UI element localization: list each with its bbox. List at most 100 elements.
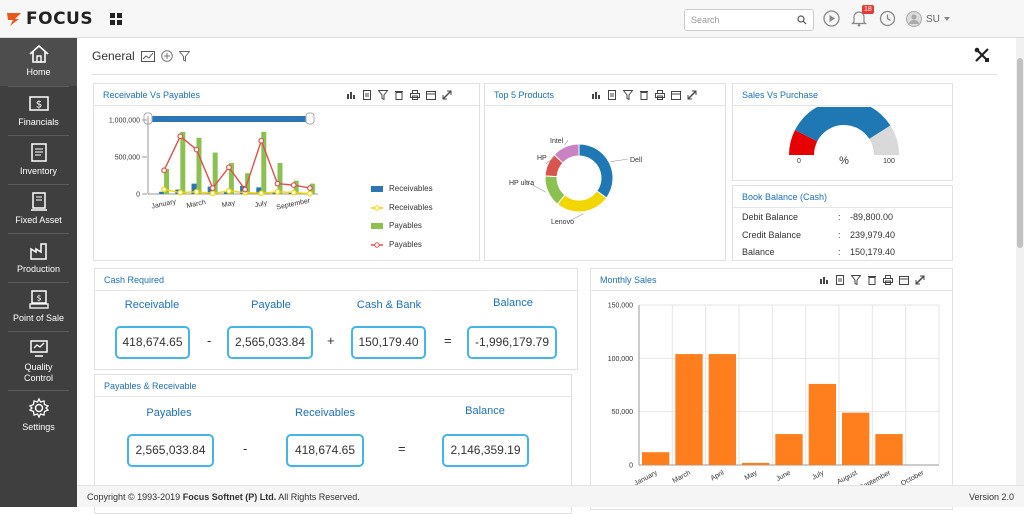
legend-item[interactable]: Receivables [371, 203, 433, 212]
calendar-icon[interactable] [426, 90, 436, 100]
calc-label: Payables [146, 407, 192, 419]
legend-item[interactable]: Receivables [371, 184, 433, 193]
series-line [163, 188, 310, 195]
bar [742, 462, 770, 465]
svg-text:$: $ [35, 100, 41, 111]
user-menu[interactable]: SU [906, 11, 950, 27]
balance-value: 2,146,359.19 [442, 434, 529, 467]
trash-icon[interactable] [394, 90, 404, 100]
financials-icon: $ [28, 96, 49, 111]
calendar-icon[interactable] [671, 90, 681, 100]
expand-icon[interactable] [687, 90, 697, 100]
sidebar-item-quality-control[interactable]: Quality Control [0, 332, 77, 390]
sidebar-item-label: Fixed Asset [15, 215, 62, 225]
app-logo[interactable]: FOCUS [6, 8, 93, 30]
search-input[interactable]: Search [684, 9, 814, 31]
trend-chart-icon[interactable] [140, 50, 155, 62]
bar [261, 131, 267, 194]
panel-title: Receivable Vs Payables [103, 90, 201, 100]
x-tick-label: September [276, 197, 312, 211]
line-point [258, 190, 265, 197]
line-point [242, 186, 249, 193]
chart-type-icon[interactable] [819, 275, 829, 285]
legend-item[interactable]: Payables [371, 240, 422, 249]
user-initials: SU [926, 13, 940, 25]
company-name: Focus Softnet (P) Ltd. [182, 492, 277, 502]
history-icon[interactable] [879, 10, 896, 27]
add-icon[interactable] [160, 50, 173, 62]
calc-label: Receivable [124, 299, 180, 311]
sidebar-item-production[interactable]: Production [0, 234, 77, 282]
sidebar-item-settings[interactable]: Settings [0, 391, 77, 439]
quality-control-icon [29, 340, 48, 357]
plus-operator: + [327, 333, 335, 348]
receivable-vs-payables-panel: Receivable Vs Payables 0 500,000 1,000,000… [93, 83, 480, 261]
sidebar-item-inventory[interactable]: Inventory [0, 136, 77, 184]
sidebar-item-fixed-asset[interactable]: Fixed Asset [0, 185, 77, 233]
document-icon[interactable] [362, 90, 372, 100]
sidebar-item-home[interactable]: Home [0, 38, 77, 86]
chart-type-icon[interactable] [346, 90, 356, 100]
print-icon[interactable] [655, 90, 665, 100]
legend-item[interactable]: Payables [371, 221, 422, 230]
panel-divider [95, 290, 577, 291]
bar [180, 131, 186, 194]
tools-icon[interactable] [974, 47, 990, 63]
row-label: Debit Balance [742, 212, 799, 222]
apps-grid-icon[interactable] [110, 12, 122, 30]
gauge-segment [794, 107, 891, 142]
scrollbar-thumb[interactable] [1017, 58, 1023, 248]
receivable-value: 418,674.65 [115, 326, 190, 359]
expand-icon[interactable] [442, 90, 452, 100]
print-icon[interactable] [883, 275, 893, 285]
donut-slice [578, 143, 614, 199]
sidebar-item-label: Inventory [19, 166, 58, 176]
page-scrollbar[interactable] [1016, 38, 1024, 485]
slice-label: Dell [630, 157, 643, 164]
minus-operator: - [207, 333, 212, 348]
x-tick-label: May [744, 469, 759, 482]
search-icon[interactable] [797, 15, 807, 25]
expand-icon[interactable] [915, 275, 925, 285]
filter-icon[interactable] [851, 275, 861, 285]
play-icon[interactable] [823, 10, 840, 27]
legend-label: Payables [389, 221, 422, 230]
x-tick-label: January [151, 198, 177, 210]
bar [875, 434, 903, 465]
bar [642, 452, 670, 465]
bar [708, 354, 736, 465]
legend-swatch-bar [371, 222, 383, 229]
calc-label: Balance [465, 405, 505, 417]
sidebar: Home $ Financials Inventory Fixed Asset … [0, 38, 77, 507]
document-icon[interactable] [835, 275, 845, 285]
cash-required-panel: Cash Required Receivable Payable Cash & … [94, 268, 578, 370]
sidebar-item-point-of-sale[interactable]: $ Point of Sale [0, 283, 77, 331]
panel-divider [733, 105, 952, 106]
print-icon[interactable] [410, 90, 420, 100]
row-value: 150,179.40 [850, 247, 896, 257]
filter-icon[interactable] [378, 90, 388, 100]
line-point [274, 188, 281, 195]
trash-icon[interactable] [867, 275, 877, 285]
trash-icon[interactable] [639, 90, 649, 100]
document-icon[interactable] [607, 90, 617, 100]
bell-icon[interactable] [851, 10, 867, 27]
copyright-suffix: All Rights Reserved. [276, 492, 360, 502]
panel-toolbar [819, 275, 925, 285]
sidebar-item-label: Financials [18, 117, 59, 127]
sidebar-item-financials[interactable]: $ Financials [0, 87, 77, 135]
y-tick-label: 150,000 [608, 303, 633, 310]
line-point [225, 164, 232, 171]
filter-icon[interactable] [178, 50, 190, 62]
chart-type-icon[interactable] [591, 90, 601, 100]
line-point [177, 133, 184, 140]
slice-leader [568, 213, 584, 222]
line-point [225, 188, 232, 194]
calc-label: Cash & Bank [356, 299, 422, 311]
panel-divider [95, 396, 571, 397]
equals-operator: = [444, 333, 452, 348]
row-label: Balance [742, 247, 775, 257]
calendar-icon[interactable] [899, 275, 909, 285]
line-point [306, 185, 313, 191]
filter-icon[interactable] [623, 90, 633, 100]
